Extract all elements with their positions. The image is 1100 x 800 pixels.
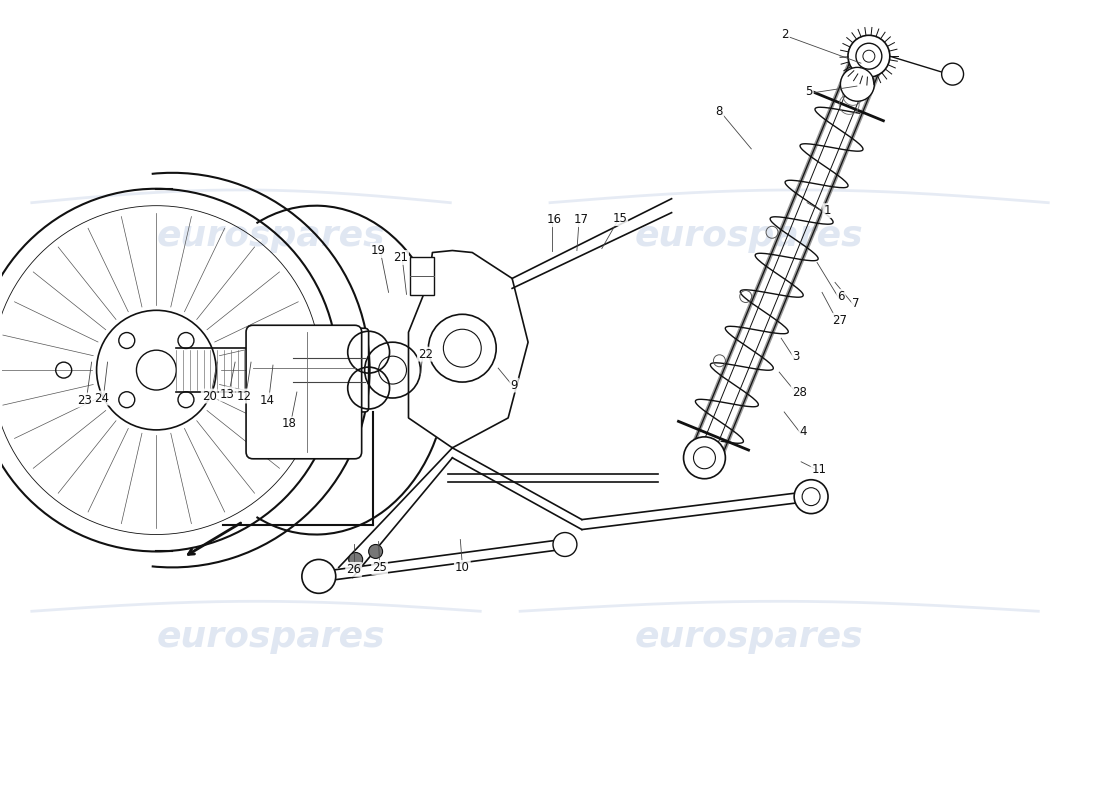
Text: 25: 25	[372, 561, 387, 574]
Text: 23: 23	[77, 394, 92, 406]
Text: 17: 17	[573, 213, 588, 226]
Text: 21: 21	[393, 251, 408, 264]
Text: 12: 12	[236, 390, 252, 402]
Text: 3: 3	[792, 350, 800, 362]
Text: eurospares: eurospares	[156, 620, 385, 654]
Text: 10: 10	[455, 561, 470, 574]
Polygon shape	[408, 250, 528, 448]
Text: 4: 4	[800, 426, 807, 438]
Text: 5: 5	[805, 85, 813, 98]
Circle shape	[553, 533, 576, 557]
Text: 19: 19	[371, 244, 386, 257]
Circle shape	[848, 35, 890, 77]
Text: 14: 14	[260, 394, 275, 406]
FancyBboxPatch shape	[289, 328, 368, 412]
Text: 2: 2	[781, 28, 789, 41]
Circle shape	[942, 63, 964, 85]
Text: 18: 18	[282, 418, 296, 430]
Text: 28: 28	[792, 386, 806, 398]
Circle shape	[301, 559, 336, 594]
Text: eurospares: eurospares	[635, 218, 864, 253]
Text: 26: 26	[346, 563, 361, 576]
Text: eurospares: eurospares	[635, 620, 864, 654]
Text: 24: 24	[95, 391, 109, 405]
Bar	[410, 258, 435, 295]
Circle shape	[368, 545, 383, 558]
Text: 11: 11	[812, 463, 826, 476]
Text: 7: 7	[852, 297, 860, 310]
Text: eurospares: eurospares	[156, 218, 385, 253]
Text: 6: 6	[837, 290, 845, 303]
Text: 20: 20	[201, 390, 217, 402]
Circle shape	[349, 553, 363, 566]
Text: 8: 8	[716, 105, 723, 118]
Text: 1: 1	[823, 204, 830, 217]
Text: 9: 9	[510, 378, 518, 391]
Circle shape	[794, 480, 828, 514]
Circle shape	[683, 437, 725, 478]
FancyBboxPatch shape	[246, 326, 362, 458]
Text: 15: 15	[613, 212, 627, 225]
Text: 13: 13	[220, 387, 234, 401]
Circle shape	[840, 67, 874, 102]
Text: 16: 16	[547, 213, 561, 226]
Text: 22: 22	[418, 348, 433, 361]
Text: 27: 27	[833, 314, 847, 326]
